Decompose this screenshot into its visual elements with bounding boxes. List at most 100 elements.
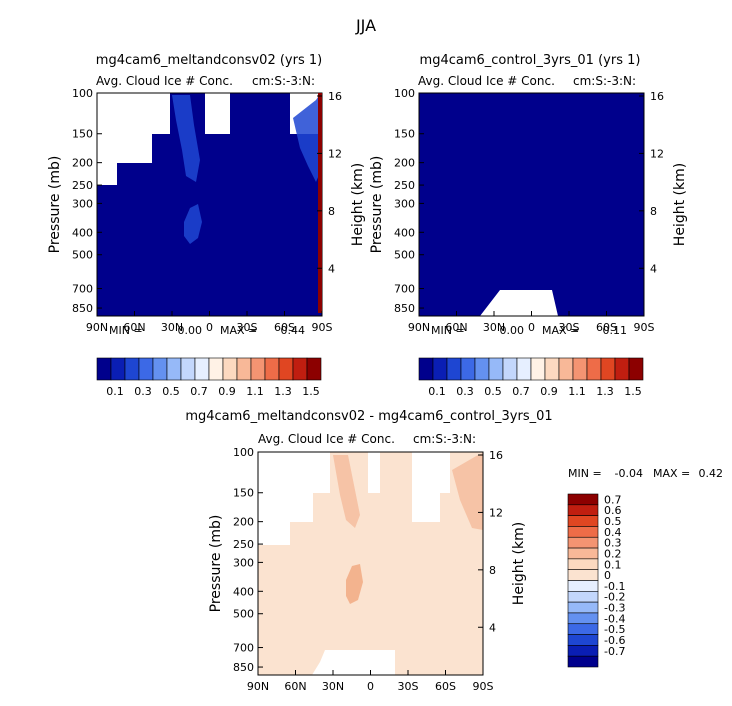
panel2-xtick-label: 30S — [559, 321, 580, 334]
panel2-ytick-label: 300 — [394, 197, 415, 210]
colorbar-swatch — [110, 357, 126, 381]
colorbar-diff-swatch — [567, 493, 599, 506]
panel1-ytick-label: 850 — [72, 302, 93, 315]
panel1-stats: MIN = 0.00 MAX = 0.44 — [109, 324, 305, 337]
panel1-ylabel: Pressure (mb) — [47, 156, 63, 254]
panel1-xtick-label: 60N — [123, 321, 145, 334]
panel3-ylabel: Pressure (mb) — [208, 515, 224, 613]
panel1-axes: 100 150 200 250 300 400 500 700 850 90N 60N 30N 0 30S… — [47, 87, 366, 334]
panel2-y2tick-label: 8 — [650, 205, 657, 218]
panel3-xtick-label: 60N — [284, 680, 306, 693]
panel3-axes: 100 150 200 250 300 400 500 700 850 90N 60N 30N 0 30S… — [208, 446, 527, 693]
colorbar-diff-swatch — [567, 645, 599, 657]
max-value: 0.11 — [603, 324, 628, 337]
min-label: MIN = — [568, 467, 602, 480]
panel3-diff-region — [258, 452, 483, 675]
colorbar-diff-label: -0.2 — [604, 591, 625, 604]
colorbar-diff-swatch — [567, 591, 599, 603]
panel2-subtitle: Avg. Cloud Ice # Conc. — [418, 74, 555, 88]
panel2-stats: MIN = 0.00 MAX = 0.11 — [431, 324, 627, 337]
colorbar-label: 0.3 — [134, 385, 152, 398]
panel3-xtick-label: 90S — [473, 680, 494, 693]
panel2-field — [418, 92, 645, 317]
panel3-ytick-label: 200 — [233, 516, 254, 529]
colorbar-label: 0.7 — [190, 385, 208, 398]
colorbar-swatch — [208, 357, 224, 381]
panel3-ytick-label: 500 — [233, 608, 254, 621]
panel2-ytick-label: 150 — [394, 128, 415, 141]
panel3-diff-core — [346, 564, 363, 604]
panel1-title: mg4cam6_meltandconsv02 (yrs 1) — [96, 53, 322, 68]
panel3-ytick-label: 100 — [233, 446, 254, 459]
colorbar-diff-swatch — [567, 580, 599, 592]
panel1-ytick-label: 250 — [72, 179, 93, 192]
colorbar-swatch — [614, 357, 630, 381]
colorbar-diff-label: -0.5 — [604, 623, 625, 636]
colorbar-swatch — [628, 357, 644, 381]
panel3-title: mg4cam6_meltandconsv02 - mg4cam6_control… — [185, 409, 552, 424]
colorbar-swatch — [446, 357, 462, 381]
panel3-ytick-label: 400 — [233, 585, 254, 598]
colorbar-swatch — [138, 357, 154, 381]
panel1-xtick-label: 90N — [86, 321, 108, 334]
colorbar-diff-swatch — [567, 526, 599, 538]
colorbar-swatch — [166, 357, 182, 381]
colorbar-diff-swatch — [567, 569, 599, 581]
panel3-y2tick-label: 12 — [489, 506, 503, 519]
colorbar-diff-label: 0.5 — [604, 515, 622, 528]
panel2-xtick-label: 60S — [596, 321, 617, 334]
colorbar-diff-swatch — [567, 655, 599, 668]
max-value: 0.44 — [281, 324, 306, 337]
panel1-ytick-label: 100 — [72, 87, 93, 100]
panel3-y2label: Height (km) — [511, 522, 527, 605]
panel2-ytick-label: 850 — [394, 302, 415, 315]
colorbar-label: 0.7 — [512, 385, 530, 398]
panel3-ytick-label: 300 — [233, 556, 254, 569]
colorbar-swatch — [502, 357, 518, 381]
panel3-ytick-label: 150 — [233, 487, 254, 500]
panel1-units: cm:S:-3:N: — [252, 74, 315, 88]
colorbar-diff-label: 0.4 — [604, 526, 622, 539]
colorbar-diff-label: 0 — [604, 569, 611, 582]
panel2-axes: 100 150 200 250 300 400 500 700 850 90N 60N 30N 0 30S… — [369, 87, 688, 334]
panel3-xtick-label: 60S — [435, 680, 456, 693]
panel1-edge-strip — [318, 93, 322, 313]
panel3-xtick-label: 30S — [398, 680, 419, 693]
figure-title: JJA — [355, 16, 376, 35]
colorbar-label: 1.1 — [246, 385, 264, 398]
panel3-diff-band-right — [452, 453, 483, 530]
colorbar-swatch — [250, 357, 266, 381]
panel1-ice-region — [97, 93, 322, 316]
colorbar-swatch — [236, 357, 252, 381]
panel2-y2tick-label: 16 — [650, 90, 664, 103]
min-label: MIN = — [109, 324, 143, 337]
panel2-ytick-label: 250 — [394, 179, 415, 192]
min-value: 0.00 — [500, 324, 525, 337]
panel2-ytick-label: 400 — [394, 226, 415, 239]
min-value: -0.04 — [615, 467, 643, 480]
stats-layer: MIN = 0.00 MAX = 0.44 MIN = 0.00 MAX = 0.11MIN … — [109, 324, 723, 480]
panel1-y2tick-label: 4 — [328, 262, 335, 275]
max-label: MAX = — [542, 324, 579, 337]
colorbar-swatch — [600, 357, 616, 381]
colorbar-swatch — [460, 357, 476, 381]
colorbar-diff-swatch — [567, 536, 599, 549]
panel3-diff-band-left — [333, 455, 360, 528]
panel2-ice-region — [419, 93, 644, 316]
panel1-ytick-label: 150 — [72, 128, 93, 141]
panel2-units: cm:S:-3:N: — [573, 74, 636, 88]
colorbar-label: 0.9 — [540, 385, 558, 398]
panel1-ice-core — [184, 204, 202, 244]
panel2-ytick-label: 100 — [394, 87, 415, 100]
colorbar-diff-label: 0.3 — [604, 537, 622, 550]
colorbar-diff-label: 0.6 — [604, 504, 622, 517]
colorbar-diff-label: -0.4 — [604, 612, 625, 625]
colorbar-swatch — [544, 357, 560, 381]
colorbar-diff: 0.70.60.50.40.30.20.10-0.1-0.2-0.3-0.4-0… — [567, 493, 625, 668]
panel3-field — [257, 451, 484, 676]
max-label: MAX = — [653, 467, 690, 480]
panel1-ytick-label: 200 — [72, 157, 93, 170]
panel1-subtitle: Avg. Cloud Ice # Conc. — [96, 74, 233, 88]
colorbar-diff-swatch — [567, 612, 599, 625]
